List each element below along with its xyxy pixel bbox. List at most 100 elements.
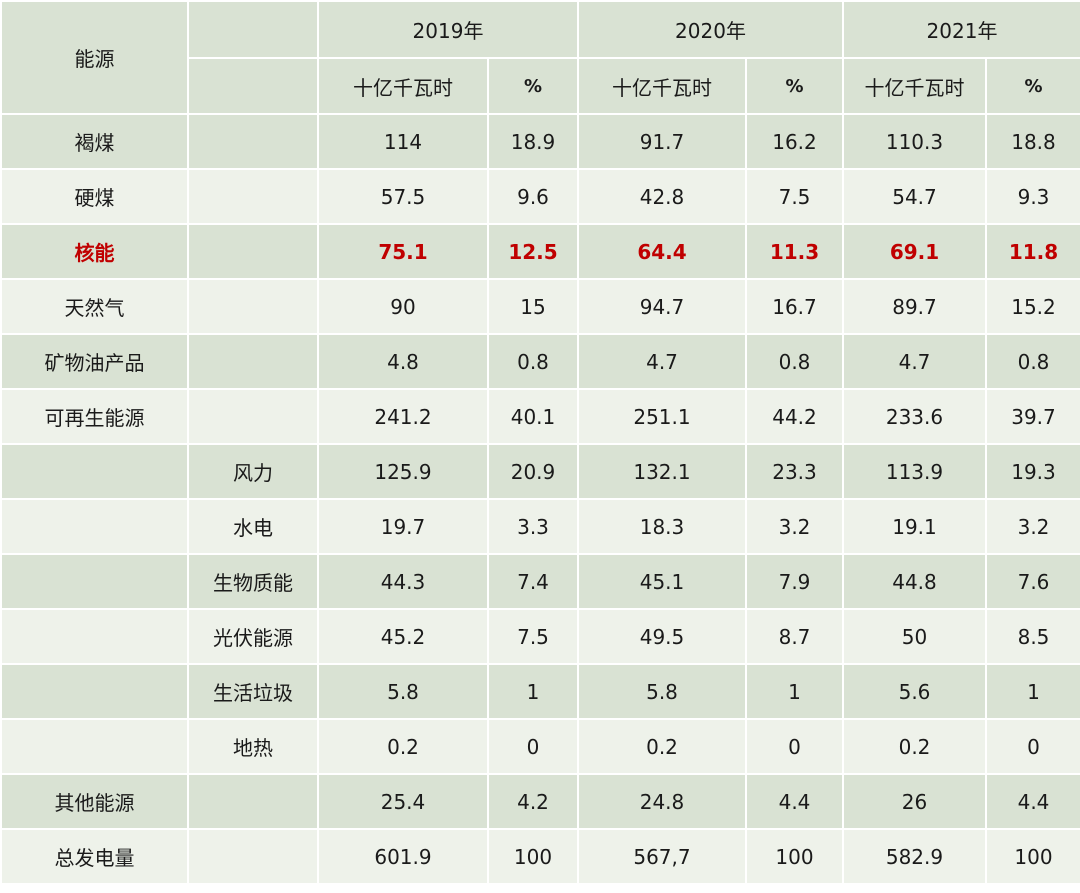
- twh-value-2021: 26: [842, 773, 987, 830]
- pct-value-2020: 1: [745, 663, 844, 720]
- energy-subcategory-cell: 水电: [187, 498, 319, 555]
- twh-value-2019: 19.7: [317, 498, 489, 555]
- energy-category-cell: [0, 498, 189, 555]
- table-row: 生物质能 44.3 7.4 45.1 7.9 44.8 7.6: [0, 553, 1080, 610]
- pct-value-2021: 8.5: [985, 608, 1080, 665]
- table-row: 天然气 90 15 94.7 16.7 89.7 15.2: [0, 278, 1080, 335]
- pct-value-2021: 4.4: [985, 773, 1080, 830]
- pct-value-2020: 7.5: [745, 168, 844, 225]
- twh-value-2021: 54.7: [842, 168, 987, 225]
- pct-value-2019: 18.9: [487, 113, 579, 170]
- pct-value-2020: 0: [745, 718, 844, 775]
- energy-category-cell: [0, 718, 189, 775]
- pct-value-2019: 0.8: [487, 333, 579, 390]
- pct-value-2020: 11.3: [745, 223, 844, 280]
- twh-value-2020: 91.7: [577, 113, 747, 170]
- pct-value-2019: 7.4: [487, 553, 579, 610]
- twh-value-2021: 113.9: [842, 443, 987, 500]
- pct-value-2021: 0.8: [985, 333, 1080, 390]
- pct-value-2020: 100: [745, 828, 844, 885]
- unit-header-2021: 十亿千瓦时: [842, 57, 987, 115]
- energy-subcategory-cell: [187, 223, 319, 280]
- header-row-years: 能源 2019年 2020年 2021年: [0, 0, 1080, 115]
- energy-category-cell: [0, 608, 189, 665]
- table-row: 可再生能源 241.2 40.1 251.1 44.2 233.6 39.7: [0, 388, 1080, 445]
- twh-value-2021: 5.6: [842, 663, 987, 720]
- twh-value-2019: 4.8: [317, 333, 489, 390]
- table-row: 总发电量 601.9 100 567,7 100 582.9 100: [0, 828, 1080, 885]
- pct-value-2019: 9.6: [487, 168, 579, 225]
- pct-value-2019: 7.5: [487, 608, 579, 665]
- twh-value-2021: 89.7: [842, 278, 987, 335]
- pct-value-2021: 9.3: [985, 168, 1080, 225]
- twh-value-2020: 4.7: [577, 333, 747, 390]
- twh-value-2020: 94.7: [577, 278, 747, 335]
- pct-value-2020: 23.3: [745, 443, 844, 500]
- twh-value-2021: 582.9: [842, 828, 987, 885]
- twh-value-2021: 69.1: [842, 223, 987, 280]
- twh-value-2019: 45.2: [317, 608, 489, 665]
- year-header-2021: 2021年: [842, 0, 1080, 59]
- table-row: 地热 0.2 0 0.2 0 0.2 0: [0, 718, 1080, 775]
- energy-category-cell: 总发电量: [0, 828, 189, 885]
- twh-value-2021: 19.1: [842, 498, 987, 555]
- twh-value-2021: 0.2: [842, 718, 987, 775]
- energy-subcategory-cell: 地热: [187, 718, 319, 775]
- twh-value-2021: 233.6: [842, 388, 987, 445]
- twh-value-2020: 45.1: [577, 553, 747, 610]
- twh-value-2020: 18.3: [577, 498, 747, 555]
- twh-value-2020: 49.5: [577, 608, 747, 665]
- energy-category-cell: [0, 443, 189, 500]
- pct-value-2021: 39.7: [985, 388, 1080, 445]
- pct-value-2019: 40.1: [487, 388, 579, 445]
- twh-value-2020: 5.8: [577, 663, 747, 720]
- twh-value-2019: 57.5: [317, 168, 489, 225]
- pct-value-2019: 0: [487, 718, 579, 775]
- energy-category-cell: 天然气: [0, 278, 189, 335]
- year-header-2020: 2020年: [577, 0, 844, 59]
- subcategory-header: [187, 0, 319, 59]
- twh-value-2019: 241.2: [317, 388, 489, 445]
- table-row: 矿物油产品 4.8 0.8 4.7 0.8 4.7 0.8: [0, 333, 1080, 390]
- table-body: 褐煤 114 18.9 91.7 16.2 110.3 18.8 硬煤 57.5 9.6 42.8 7…: [0, 113, 1080, 885]
- energy-subcategory-cell: 光伏能源: [187, 608, 319, 665]
- energy-subcategory-cell: 风力: [187, 443, 319, 500]
- pct-value-2019: 1: [487, 663, 579, 720]
- pct-value-2020: 44.2: [745, 388, 844, 445]
- pct-value-2021: 15.2: [985, 278, 1080, 335]
- twh-value-2019: 114: [317, 113, 489, 170]
- twh-value-2021: 4.7: [842, 333, 987, 390]
- pct-value-2021: 19.3: [985, 443, 1080, 500]
- pct-value-2021: 1: [985, 663, 1080, 720]
- twh-value-2020: 132.1: [577, 443, 747, 500]
- pct-value-2019: 3.3: [487, 498, 579, 555]
- table-row: 风力 125.9 20.9 132.1 23.3 113.9 19.3: [0, 443, 1080, 500]
- energy-category-cell: 核能: [0, 223, 189, 280]
- energy-category-cell: 其他能源: [0, 773, 189, 830]
- pct-value-2020: 3.2: [745, 498, 844, 555]
- energy-category-cell: 褐煤: [0, 113, 189, 170]
- twh-value-2019: 601.9: [317, 828, 489, 885]
- pct-value-2021: 3.2: [985, 498, 1080, 555]
- pct-value-2020: 16.2: [745, 113, 844, 170]
- energy-header: 能源: [0, 0, 189, 115]
- pct-value-2019: 12.5: [487, 223, 579, 280]
- twh-value-2021: 50: [842, 608, 987, 665]
- energy-subcategory-cell: [187, 388, 319, 445]
- table-row: 其他能源 25.4 4.2 24.8 4.4 26 4.4: [0, 773, 1080, 830]
- energy-category-cell: 硬煤: [0, 168, 189, 225]
- twh-value-2019: 44.3: [317, 553, 489, 610]
- pct-value-2021: 18.8: [985, 113, 1080, 170]
- pct-value-2021: 100: [985, 828, 1080, 885]
- pct-value-2020: 16.7: [745, 278, 844, 335]
- pct-value-2020: 8.7: [745, 608, 844, 665]
- twh-value-2020: 24.8: [577, 773, 747, 830]
- table-row: 水电 19.7 3.3 18.3 3.2 19.1 3.2: [0, 498, 1080, 555]
- pct-value-2019: 15: [487, 278, 579, 335]
- pct-value-2021: 11.8: [985, 223, 1080, 280]
- twh-value-2019: 0.2: [317, 718, 489, 775]
- pct-value-2020: 4.4: [745, 773, 844, 830]
- twh-value-2020: 567,7: [577, 828, 747, 885]
- table-row: 硬煤 57.5 9.6 42.8 7.5 54.7 9.3: [0, 168, 1080, 225]
